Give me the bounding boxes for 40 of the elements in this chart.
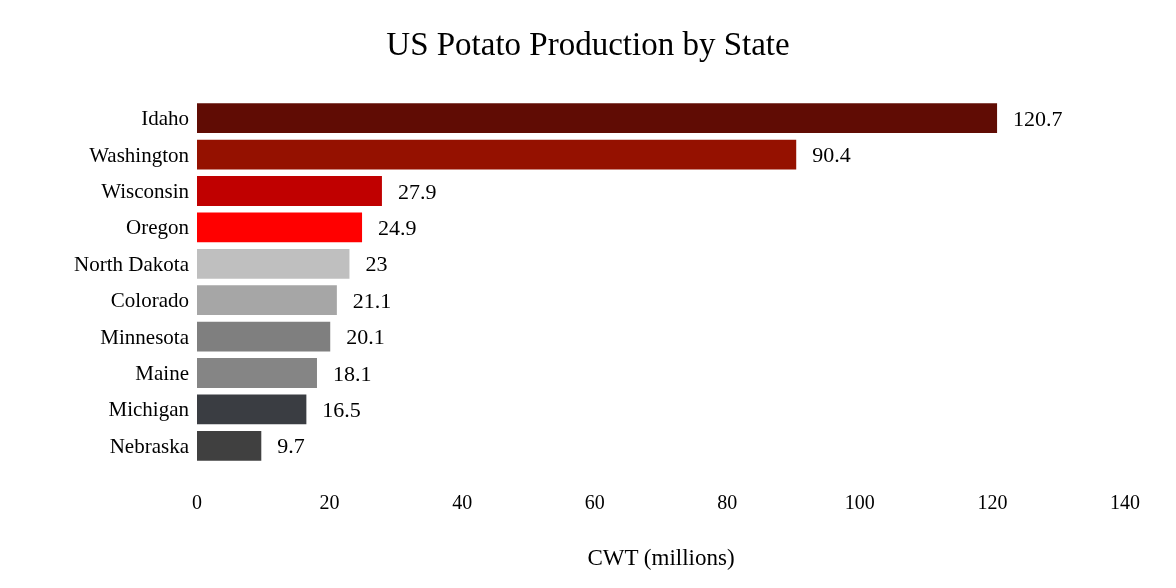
bar (197, 321, 331, 352)
x-tick-label: 80 (717, 491, 738, 513)
x-axis-title: CWT (millions) (587, 545, 735, 570)
y-tick-label: Washington (89, 142, 190, 167)
data-label: 120.7 (1013, 105, 1063, 131)
bar (197, 103, 998, 134)
data-label: 9.7 (277, 433, 305, 459)
data-label: 90.4 (812, 142, 851, 168)
x-tick-label: 140 (1110, 491, 1140, 513)
bar (197, 358, 317, 388)
chart-title: US Potato Production by State (386, 25, 790, 62)
bar (197, 176, 382, 206)
data-label: 20.1 (346, 324, 385, 350)
y-tick-label: Michigan (108, 397, 190, 422)
bar (197, 212, 363, 243)
x-tick-label: 60 (584, 491, 605, 513)
x-tick-label: 0 (192, 491, 202, 513)
x-tick-label: 120 (977, 491, 1008, 513)
bar (197, 248, 350, 279)
y-tick-label: Wisconsin (101, 179, 190, 203)
x-tick-label: 40 (452, 491, 473, 513)
bar (197, 430, 262, 461)
data-label: 24.9 (378, 214, 417, 240)
y-tick-label: Oregon (126, 215, 190, 240)
bar (197, 394, 307, 425)
y-tick-label: Nebraska (109, 433, 190, 458)
data-label: 18.1 (332, 360, 372, 386)
bar (197, 285, 337, 316)
data-label: 16.5 (322, 396, 361, 422)
y-tick-label: Colorado (110, 288, 189, 313)
x-tick-label: 20 (319, 491, 340, 513)
y-tick-label: Idaho (141, 106, 189, 131)
x-tick-label: 100 (844, 491, 875, 513)
bar (197, 139, 797, 170)
y-tick-label: Minnesota (100, 324, 190, 349)
data-label: 23 (365, 251, 388, 277)
data-label: 27.9 (397, 178, 437, 204)
data-label: 21.1 (352, 287, 392, 313)
y-tick-label: Maine (135, 361, 189, 385)
y-tick-label: North Dakota (74, 251, 190, 276)
